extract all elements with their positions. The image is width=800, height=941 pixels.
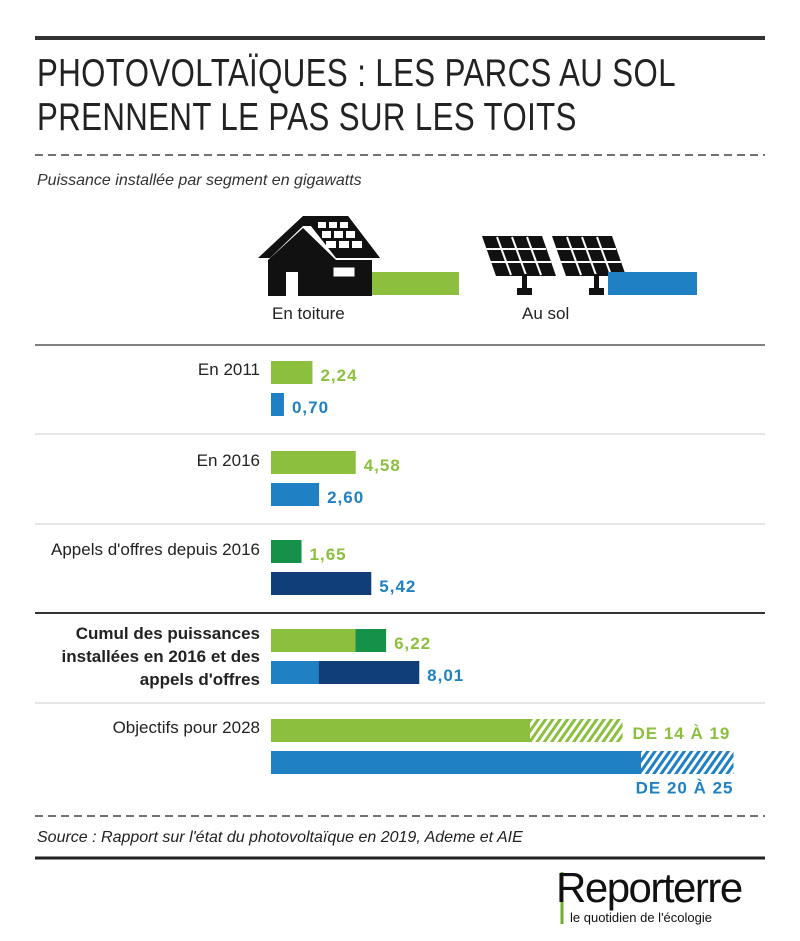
source: Source : Rapport sur l'état du photovolt… [37,829,523,846]
bar [271,483,320,506]
legend-swatch [608,272,697,295]
legend-label: En toiture [272,304,345,323]
bar [271,393,284,416]
value-label: 2,24 [320,366,357,385]
bar-segment [355,629,387,652]
brand: Reporterre [556,864,743,911]
category-label: Appels d'offres depuis 2016 [51,540,260,559]
category-label: En 2016 [196,451,260,470]
house-icon [258,216,380,296]
bar [271,540,302,563]
target-label: DE 20 À 25 [636,778,734,797]
value-label: 0,70 [292,398,329,417]
bar-segment [318,661,420,684]
tagline: le quotidien de l'écologie [570,910,712,925]
value-label: 6,22 [394,634,431,653]
target-label: DE 14 À 19 [633,724,731,743]
category-label: Cumul des puissances installées en 2016 … [61,624,260,689]
value-label: 1,65 [310,545,347,564]
target-range [641,751,734,774]
value-label: 2,60 [327,488,364,507]
value-label: 5,42 [379,577,416,596]
bar [271,572,372,595]
value-label: 4,58 [364,456,401,475]
value-label: 8,01 [427,666,464,685]
subtitle: Puissance installée par segment en gigaw… [37,172,362,189]
bar [271,451,356,474]
category-label: En 2011 [197,360,260,379]
legend-swatch [372,272,459,295]
legend-label: Au sol [522,304,570,323]
category-label: Objectifs pour 2028 [112,718,260,737]
bar [271,361,313,384]
solar-panel-icon [482,236,626,295]
target-bar [271,719,530,742]
target-range [530,719,623,742]
title: PHOTOVOLTAÏQUES : LES PARCS AU SOL PRENN… [37,52,675,139]
target-bar [271,751,641,774]
